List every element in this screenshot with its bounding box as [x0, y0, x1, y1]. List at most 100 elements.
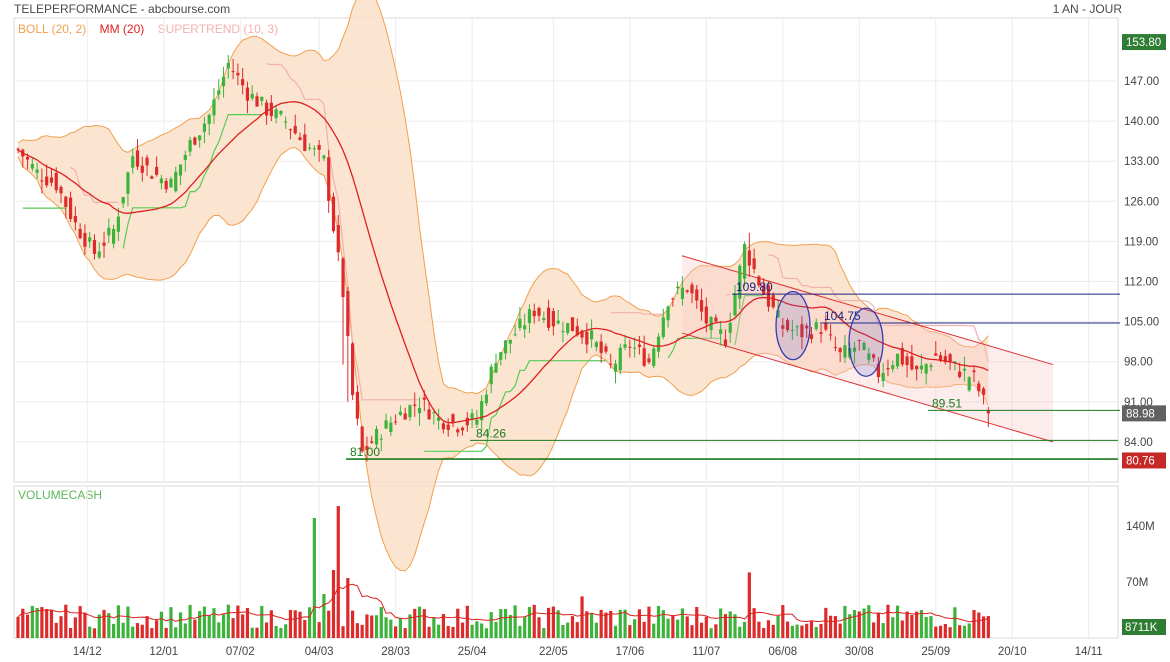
candle-body — [886, 368, 890, 370]
candle — [159, 174, 163, 190]
candle — [198, 135, 202, 148]
candle — [499, 352, 503, 366]
candle-body — [35, 169, 39, 173]
candle — [661, 308, 665, 340]
candle-body — [408, 405, 412, 418]
candle — [217, 79, 221, 100]
candle-body — [580, 330, 584, 338]
candle — [728, 312, 732, 343]
volume-bar — [508, 614, 512, 638]
volume-bar — [422, 609, 426, 638]
candle — [800, 316, 804, 350]
candle-body — [446, 424, 450, 430]
level-label: 109.80 — [736, 280, 773, 294]
candle — [331, 192, 336, 234]
candle — [546, 299, 551, 331]
candle — [781, 318, 785, 337]
candle — [809, 327, 814, 344]
volume-bar — [384, 617, 388, 638]
candle — [97, 242, 101, 260]
candle — [384, 413, 388, 430]
candle-body — [962, 368, 967, 371]
volume-bar — [250, 627, 254, 638]
volume-bar — [226, 604, 230, 638]
volume-bar — [188, 604, 192, 638]
candle — [494, 353, 498, 374]
volume-bar — [699, 622, 704, 638]
candle — [561, 321, 565, 343]
x-tick-label: 14/12 — [73, 646, 102, 658]
y-tick-label: 105.00 — [1124, 317, 1159, 329]
candle — [829, 324, 833, 341]
volume-bar — [938, 625, 943, 638]
candle — [264, 99, 269, 125]
x-tick-label: 25/04 — [458, 646, 487, 658]
candle — [174, 166, 178, 193]
candle-body — [413, 404, 417, 406]
candle — [413, 392, 417, 417]
y-tick-label: 98.00 — [1124, 357, 1153, 369]
volume-bar — [207, 615, 211, 638]
volume-tick-label: 70M — [1126, 577, 1148, 589]
volume-bar — [671, 615, 675, 638]
volume-bar — [331, 570, 336, 638]
candle — [872, 353, 876, 362]
legend-supertrend: SUPERTREND (10, 3) — [157, 22, 279, 36]
candle — [470, 408, 474, 429]
volume-bar — [317, 622, 321, 638]
candle-body — [656, 336, 661, 352]
candle-body — [131, 156, 135, 168]
volume-bar — [805, 623, 809, 638]
moving-average — [17, 101, 989, 424]
candle — [427, 401, 431, 421]
volume-bar — [919, 610, 924, 638]
volume-tick-label: 140M — [1126, 521, 1155, 533]
candle — [924, 362, 928, 385]
candle-body — [484, 394, 489, 404]
candle-body — [135, 150, 140, 167]
volume-bar — [900, 620, 904, 638]
legend-mm: MM (20) — [99, 22, 145, 36]
y-tick-label: 112.00 — [1124, 277, 1158, 289]
candle — [394, 414, 398, 425]
candle — [867, 347, 871, 364]
candle-body — [307, 147, 312, 149]
candle — [49, 169, 54, 187]
volume-bar — [202, 606, 207, 638]
volume-bar — [374, 615, 379, 638]
volume-bar — [857, 611, 861, 638]
candle-body — [690, 284, 694, 294]
candle-body — [374, 429, 379, 445]
candle — [876, 357, 880, 384]
candle-body — [193, 137, 197, 145]
candle — [178, 164, 183, 186]
candle — [934, 341, 938, 356]
y-tick-label: 126.00 — [1124, 196, 1159, 208]
volume-bar — [346, 578, 350, 638]
candle-body — [900, 348, 904, 365]
candle-body — [546, 307, 551, 328]
volume-bar — [174, 627, 178, 638]
candle-body — [207, 114, 211, 124]
volume-bar — [958, 625, 962, 638]
candle — [40, 168, 44, 194]
volume-bar — [73, 617, 77, 638]
candle — [656, 333, 661, 358]
period-label[interactable]: 1 AN - JOUR — [1052, 2, 1122, 16]
candle-body — [49, 177, 54, 183]
candle — [513, 324, 517, 337]
volume-bar — [470, 624, 474, 638]
candle — [790, 319, 794, 340]
x-tick-label: 30/08 — [845, 646, 874, 658]
candle — [508, 339, 512, 354]
volume-bar — [618, 609, 622, 638]
candle-body — [494, 363, 498, 373]
candle — [145, 154, 149, 176]
candle-body — [169, 178, 173, 188]
candle — [293, 114, 297, 135]
candle-body — [752, 258, 756, 270]
candle-body — [64, 196, 68, 207]
volume-bar — [403, 628, 407, 638]
volume-bar — [609, 610, 613, 638]
candle — [284, 116, 288, 129]
